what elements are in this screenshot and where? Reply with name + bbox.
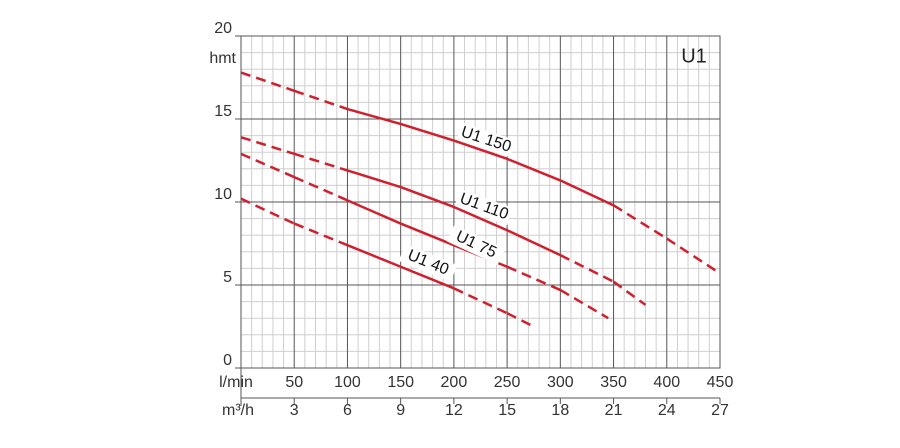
curve-segment xyxy=(293,222,348,247)
curve-label: U1 75 xyxy=(453,228,499,262)
curve-segment xyxy=(240,71,295,92)
curve-segment xyxy=(240,136,295,156)
curve-segment xyxy=(400,222,455,247)
y-tick-label: 5 xyxy=(223,269,232,286)
curve-segment xyxy=(612,204,668,240)
x2-tick-label: 15 xyxy=(498,402,516,419)
curve-segment xyxy=(506,229,561,257)
x-tick-label: 450 xyxy=(707,374,734,391)
x2-tick-label: 27 xyxy=(711,402,729,419)
curve-segment xyxy=(347,107,402,126)
curve-segment xyxy=(293,152,348,172)
x2-axis-label: m³/h xyxy=(222,402,254,419)
x-tick-label: 400 xyxy=(653,374,680,391)
x-tick-label: 50 xyxy=(285,374,303,391)
x2-tick-label: 21 xyxy=(605,402,623,419)
curve-segment xyxy=(453,139,508,161)
curve-segment xyxy=(506,312,535,328)
y-axis-label: hmt xyxy=(209,50,236,67)
x-tick-label: 300 xyxy=(547,374,574,391)
curve-segment xyxy=(240,197,295,225)
x-tick-label: 100 xyxy=(334,374,361,391)
x2-tick-label: 9 xyxy=(396,402,405,419)
curve-segment xyxy=(240,152,295,179)
x2-tick-label: 3 xyxy=(290,402,299,419)
curve-segment xyxy=(559,179,615,207)
curve-label-bg xyxy=(456,122,516,158)
curve-segment xyxy=(346,244,402,268)
curve-label-bg xyxy=(454,188,514,226)
x-tick-label: 250 xyxy=(494,374,521,391)
x-axis-label: l/min xyxy=(219,374,253,391)
x2-tick-label: 18 xyxy=(551,402,569,419)
curve-segment xyxy=(506,157,561,182)
x2-tick-label: 12 xyxy=(445,402,463,419)
x-tick-label: 350 xyxy=(600,374,627,391)
curve-segment xyxy=(293,175,348,202)
curve-segment xyxy=(612,280,647,306)
chart-label: U1 xyxy=(681,45,707,67)
curve-label-bg xyxy=(446,225,506,265)
curve-segment xyxy=(346,199,402,225)
x2-tick-label: 24 xyxy=(658,402,676,419)
curve-segment xyxy=(453,287,508,315)
curve-segment xyxy=(400,265,455,290)
x-tick-label: 150 xyxy=(387,374,414,391)
plot-border xyxy=(240,35,721,369)
y-tick-label: 0 xyxy=(223,352,232,369)
curve-segment xyxy=(666,237,721,275)
curve-segment xyxy=(559,288,609,320)
x2-tick-label: 6 xyxy=(343,402,352,419)
curve-segment xyxy=(400,122,455,142)
curve-segment xyxy=(453,205,508,232)
curve-segment xyxy=(559,254,615,283)
curve-label-bg xyxy=(398,244,458,282)
x-tick-label: 200 xyxy=(441,374,468,391)
y-tick-label: 20 xyxy=(214,20,232,37)
curve-segment xyxy=(506,265,561,292)
curve-segment xyxy=(400,185,455,209)
curve-segment xyxy=(347,169,402,189)
curve-segment xyxy=(293,89,348,111)
y-tick-label: 15 xyxy=(214,103,232,120)
y-tick-label: 10 xyxy=(214,186,232,203)
